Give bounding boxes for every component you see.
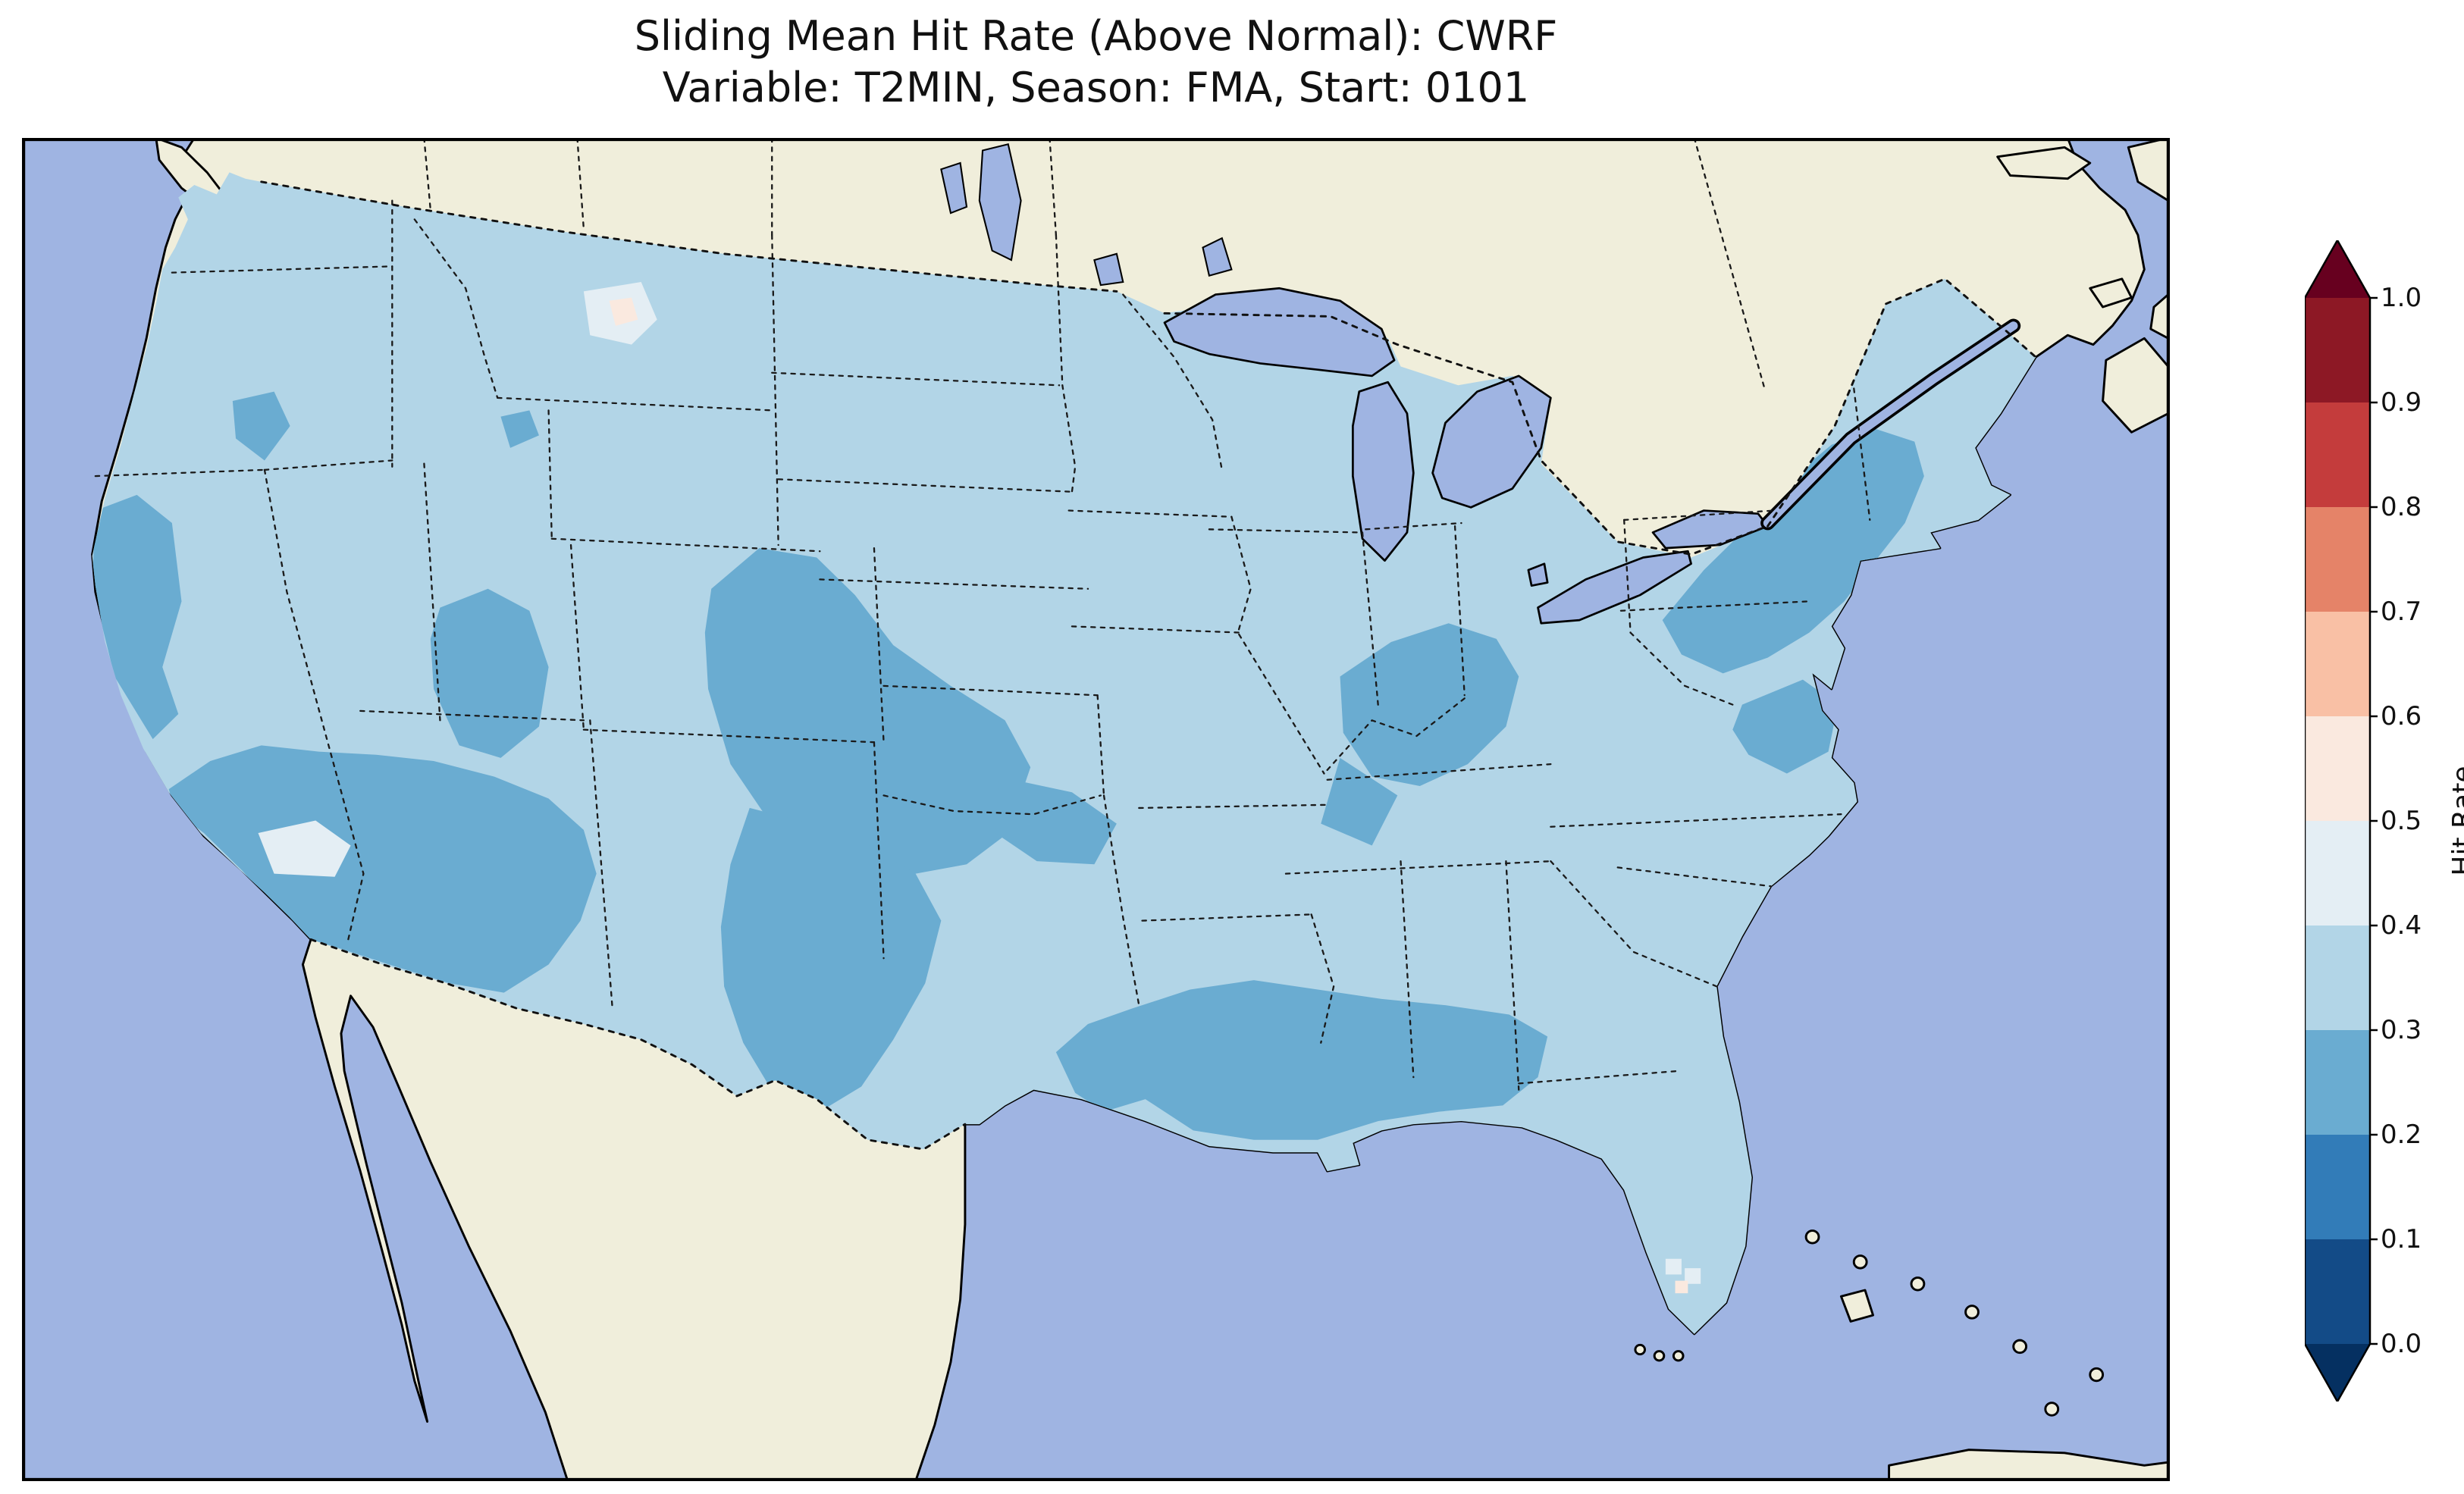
lake-st-clair <box>1527 562 1549 587</box>
canada-lakes <box>940 143 1233 287</box>
hit-rate-cells-0.5-0.6 <box>609 297 1688 1294</box>
cell-patch <box>995 776 1117 865</box>
colorbar: 0.0 0.1 0.2 0.3 0.4 0.5 0.6 0.7 0.8 0.9 1.0 Hit Ra… <box>2303 238 2464 1405</box>
cell-patch <box>704 548 1031 874</box>
cell-patch <box>500 410 539 448</box>
colorbar-tick-label: 0.2 <box>2381 1120 2422 1150</box>
bahamas-island <box>2089 1367 2105 1383</box>
colorbar-tick-label: 0.7 <box>2381 597 2422 627</box>
cell-patch <box>609 297 638 326</box>
colorbar-tick-label: 0.6 <box>2381 701 2422 731</box>
cell-patch <box>1675 1280 1688 1294</box>
cell-patch <box>1055 980 1548 1140</box>
bahamas-island <box>2044 1402 2060 1417</box>
cell-patch <box>720 807 942 1112</box>
florida-keys <box>1653 1350 1666 1362</box>
figure-title: Sliding Mean Hit Rate (Above Normal): CW… <box>22 11 2170 114</box>
conus-map <box>22 138 2170 1481</box>
cell-patch <box>1685 1268 1701 1284</box>
anticosti-island <box>1996 146 2092 180</box>
st-lawrence-river <box>1763 321 2018 528</box>
cuba <box>1888 1449 2170 1481</box>
cell-patch <box>232 391 290 461</box>
lake-michigan <box>1351 381 1415 562</box>
colorbar-tick-label: 0.3 <box>2381 1015 2422 1045</box>
cell-patch <box>258 820 351 877</box>
lake-nipigon <box>1202 236 1233 277</box>
title-line-2: Variable: T2MIN, Season: FMA, Start: 010… <box>662 64 1530 111</box>
lake-manitoba <box>940 161 968 215</box>
canada-us-border <box>260 180 1118 293</box>
mexico-us-border <box>309 938 967 1151</box>
colorbar-tick-label: 1.0 <box>2381 283 2422 313</box>
colorbar-tick-label: 0.0 <box>2381 1329 2422 1359</box>
bahamas-island <box>1804 1229 1820 1245</box>
map-frame <box>22 138 2170 1481</box>
canada-us-border-east <box>1766 277 2037 528</box>
great-lakes <box>1163 287 1769 625</box>
cell-patch <box>1321 757 1398 846</box>
colorbar-tick-label: 0.8 <box>2381 492 2422 522</box>
colorbar-tick-label: 0.4 <box>2381 910 2422 941</box>
colorbar-tick-label: 0.9 <box>2381 387 2422 418</box>
lake-superior <box>1163 287 1396 377</box>
canada-us-border-lakes <box>1163 312 1770 556</box>
cell-patch <box>1665 1258 1682 1275</box>
national-borders <box>260 180 2037 1151</box>
bahamas-island <box>1964 1305 1980 1320</box>
lake-of-the-woods <box>1093 252 1124 287</box>
lake-huron <box>1431 374 1552 509</box>
us-hit-rate-base <box>92 172 2036 1334</box>
lake-erie <box>1537 550 1692 625</box>
map-panel <box>22 138 2170 1481</box>
cell-patch <box>1662 429 1924 674</box>
cell-patch <box>168 745 597 993</box>
colorbar-title: Hit Rate <box>2447 766 2464 876</box>
colorbar-tick-label: 0.5 <box>2381 806 2422 836</box>
lake-winnipeg <box>978 143 1022 262</box>
florida-keys <box>1634 1343 1647 1356</box>
bahamas-island <box>2012 1339 2028 1355</box>
colorbar-tick-label: 0.1 <box>2381 1224 2422 1254</box>
cell-patch <box>1340 623 1519 787</box>
hit-rate-cells-0.2-0.3 <box>92 391 1924 1140</box>
prince-edward-island <box>2089 277 2133 309</box>
colorbar-gradient <box>2303 238 2379 1405</box>
florida-keys <box>1672 1350 1685 1362</box>
title-line-1: Sliding Mean Hit Rate (Above Normal): CW… <box>634 12 1558 60</box>
cell-patch <box>92 494 182 740</box>
cell-patch <box>1732 679 1839 774</box>
colorbar-svg <box>2303 238 2378 1404</box>
state-borders <box>94 138 1871 1091</box>
bahamas-island <box>1839 1289 1874 1323</box>
bahamas-island <box>1852 1254 1868 1270</box>
bahamas-island <box>1910 1276 1926 1292</box>
